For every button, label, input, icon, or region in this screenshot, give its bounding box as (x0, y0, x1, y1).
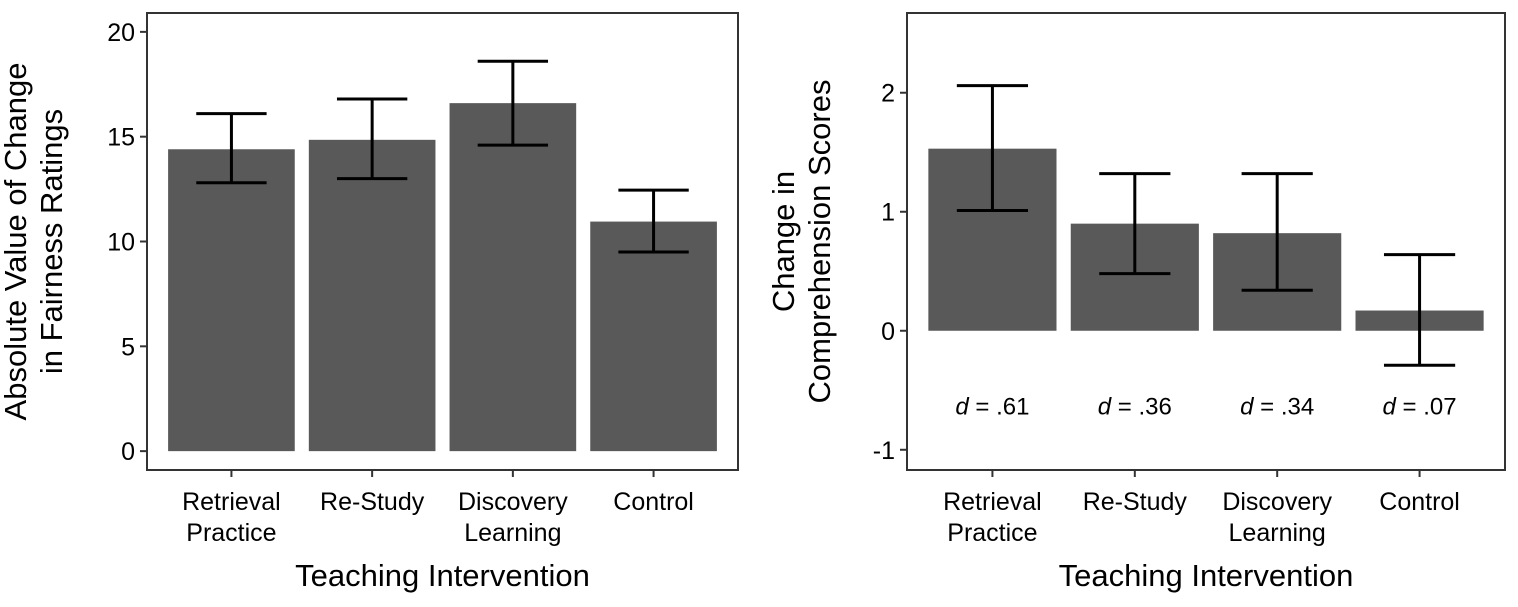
error-bar (1099, 172, 1171, 276)
error-bar (618, 188, 689, 254)
y-tick-label: 20 (107, 19, 135, 47)
x-tick-label: Retrieval Practice (182, 488, 281, 547)
x-tick-label: Control (613, 488, 694, 516)
error-bar (1383, 253, 1456, 367)
effect-size-label: d = .61 (955, 394, 1029, 421)
x-axis-title: Teaching Intervention (1059, 558, 1354, 593)
y-tick-label: 5 (121, 333, 135, 361)
error-bar (196, 112, 267, 185)
x-tick-label: Re-Study (1083, 488, 1188, 516)
error-bar (956, 84, 1029, 213)
y-tick-label: -1 (873, 437, 895, 465)
x-tick-label: Re-Study (320, 488, 425, 516)
effect-size-label: d = .07 (1383, 394, 1457, 421)
error-bar (336, 97, 408, 181)
x-tick-label: Discovery Learning (458, 488, 568, 547)
bar (308, 139, 436, 452)
y-tick-label: 0 (121, 438, 135, 466)
y-tick-label: 0 (881, 318, 895, 346)
x-axis-title: Teaching Intervention (295, 558, 590, 593)
bar (168, 149, 295, 452)
panel-border (906, 12, 1506, 471)
error-bar (1241, 172, 1313, 292)
effect-size-label: d = .36 (1098, 394, 1172, 421)
panel-1: 0 5 10 15 20 Retrieval Practice Re-Study Discove… (0, 12, 739, 593)
y-tick-label: 10 (107, 229, 135, 257)
effect-size-label: d = .34 (1240, 394, 1314, 421)
y-tick-label: 15 (107, 124, 135, 152)
y-tick-label: 1 (881, 199, 895, 227)
bar (590, 221, 717, 452)
bar (449, 103, 577, 452)
y-axis-title: Change inComprehension Scores (766, 80, 837, 404)
x-tick-label: Discovery Learning (1222, 488, 1332, 547)
y-axis-title: Absolute Value of Changein Fairness Rati… (0, 63, 69, 421)
x-tick-label: Retrieval Practice (943, 488, 1042, 547)
panel-2: d = .61 d = .36 d = .34 d = .07 -1 0 1 2 Retriev… (766, 12, 1506, 593)
x-tick-label: Control (1379, 488, 1460, 516)
y-tick-label: 2 (881, 80, 895, 108)
error-bar (477, 59, 549, 147)
